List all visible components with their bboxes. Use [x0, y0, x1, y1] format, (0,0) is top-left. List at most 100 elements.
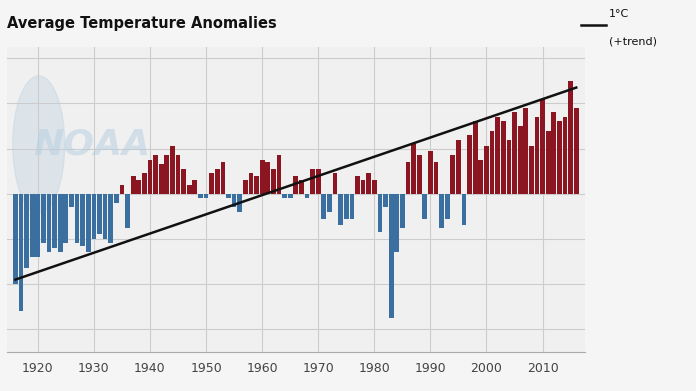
Bar — [305, 194, 310, 198]
Bar — [456, 140, 461, 194]
Bar — [333, 174, 338, 194]
Bar — [484, 146, 489, 194]
Bar — [24, 194, 29, 268]
Bar — [215, 169, 220, 194]
Bar — [507, 140, 512, 194]
Bar — [383, 194, 388, 207]
Bar — [248, 174, 253, 194]
Bar — [294, 176, 298, 194]
Bar — [434, 162, 438, 194]
Bar — [209, 174, 214, 194]
Ellipse shape — [13, 76, 65, 213]
Bar — [568, 81, 573, 194]
Bar — [232, 194, 237, 207]
Bar — [243, 180, 248, 194]
Bar — [148, 160, 152, 194]
Text: Average Temperature Anomalies: Average Temperature Anomalies — [7, 16, 277, 30]
Bar — [322, 194, 326, 219]
Bar — [282, 194, 287, 198]
Bar — [114, 194, 119, 203]
Bar — [136, 180, 141, 194]
Bar — [170, 146, 175, 194]
Bar — [159, 164, 164, 194]
Bar — [41, 194, 46, 244]
Bar — [400, 194, 405, 228]
Bar — [35, 194, 40, 257]
Bar — [80, 194, 85, 246]
Bar — [490, 131, 494, 194]
Bar — [422, 194, 427, 219]
Bar — [496, 117, 500, 194]
Bar — [557, 122, 562, 194]
Text: (+trend): (+trend) — [609, 36, 657, 46]
Bar — [58, 194, 63, 253]
Bar — [198, 194, 203, 198]
Bar — [535, 117, 539, 194]
Bar — [237, 194, 242, 212]
Bar — [63, 194, 68, 244]
Bar — [265, 162, 270, 194]
Bar — [512, 113, 517, 194]
Bar — [175, 155, 180, 194]
Text: NOAA: NOAA — [33, 127, 150, 161]
Bar — [260, 160, 264, 194]
Bar — [518, 126, 523, 194]
Bar — [131, 176, 136, 194]
Bar — [439, 194, 444, 228]
Bar — [47, 194, 52, 253]
Bar — [327, 194, 332, 212]
Bar — [120, 185, 125, 194]
Bar — [181, 169, 186, 194]
Bar — [349, 194, 354, 219]
Bar — [467, 135, 472, 194]
Bar — [187, 185, 191, 194]
Bar — [473, 122, 477, 194]
Bar — [103, 194, 107, 239]
Bar — [428, 151, 433, 194]
Text: 1°C: 1°C — [609, 9, 629, 19]
Bar — [13, 194, 18, 284]
Bar — [372, 180, 377, 194]
Bar — [395, 194, 399, 253]
Bar — [344, 194, 349, 219]
Bar — [226, 194, 231, 198]
Bar — [153, 155, 158, 194]
Bar — [316, 169, 321, 194]
Bar — [109, 194, 113, 244]
Bar — [299, 180, 303, 194]
Bar — [411, 144, 416, 194]
Bar — [288, 194, 292, 198]
Bar — [271, 169, 276, 194]
Bar — [540, 99, 545, 194]
Bar — [193, 180, 197, 194]
Bar — [366, 174, 371, 194]
Bar — [406, 162, 411, 194]
Bar — [97, 194, 102, 235]
Bar — [501, 122, 506, 194]
Bar — [142, 174, 147, 194]
Bar — [125, 194, 130, 228]
Bar — [86, 194, 90, 253]
Bar — [52, 194, 57, 248]
Bar — [461, 194, 466, 225]
Bar — [254, 176, 259, 194]
Bar — [574, 108, 578, 194]
Bar — [377, 194, 382, 232]
Bar — [478, 160, 483, 194]
Bar — [445, 194, 450, 219]
Bar — [310, 169, 315, 194]
Bar — [361, 180, 365, 194]
Bar — [389, 194, 393, 318]
Bar — [523, 108, 528, 194]
Bar — [19, 194, 24, 311]
Bar — [276, 155, 281, 194]
Bar — [551, 113, 556, 194]
Bar — [30, 194, 35, 257]
Bar — [69, 194, 74, 207]
Bar — [355, 176, 360, 194]
Bar — [164, 155, 169, 194]
Bar — [529, 146, 534, 194]
Bar — [450, 155, 455, 194]
Bar — [562, 117, 567, 194]
Bar — [91, 194, 96, 239]
